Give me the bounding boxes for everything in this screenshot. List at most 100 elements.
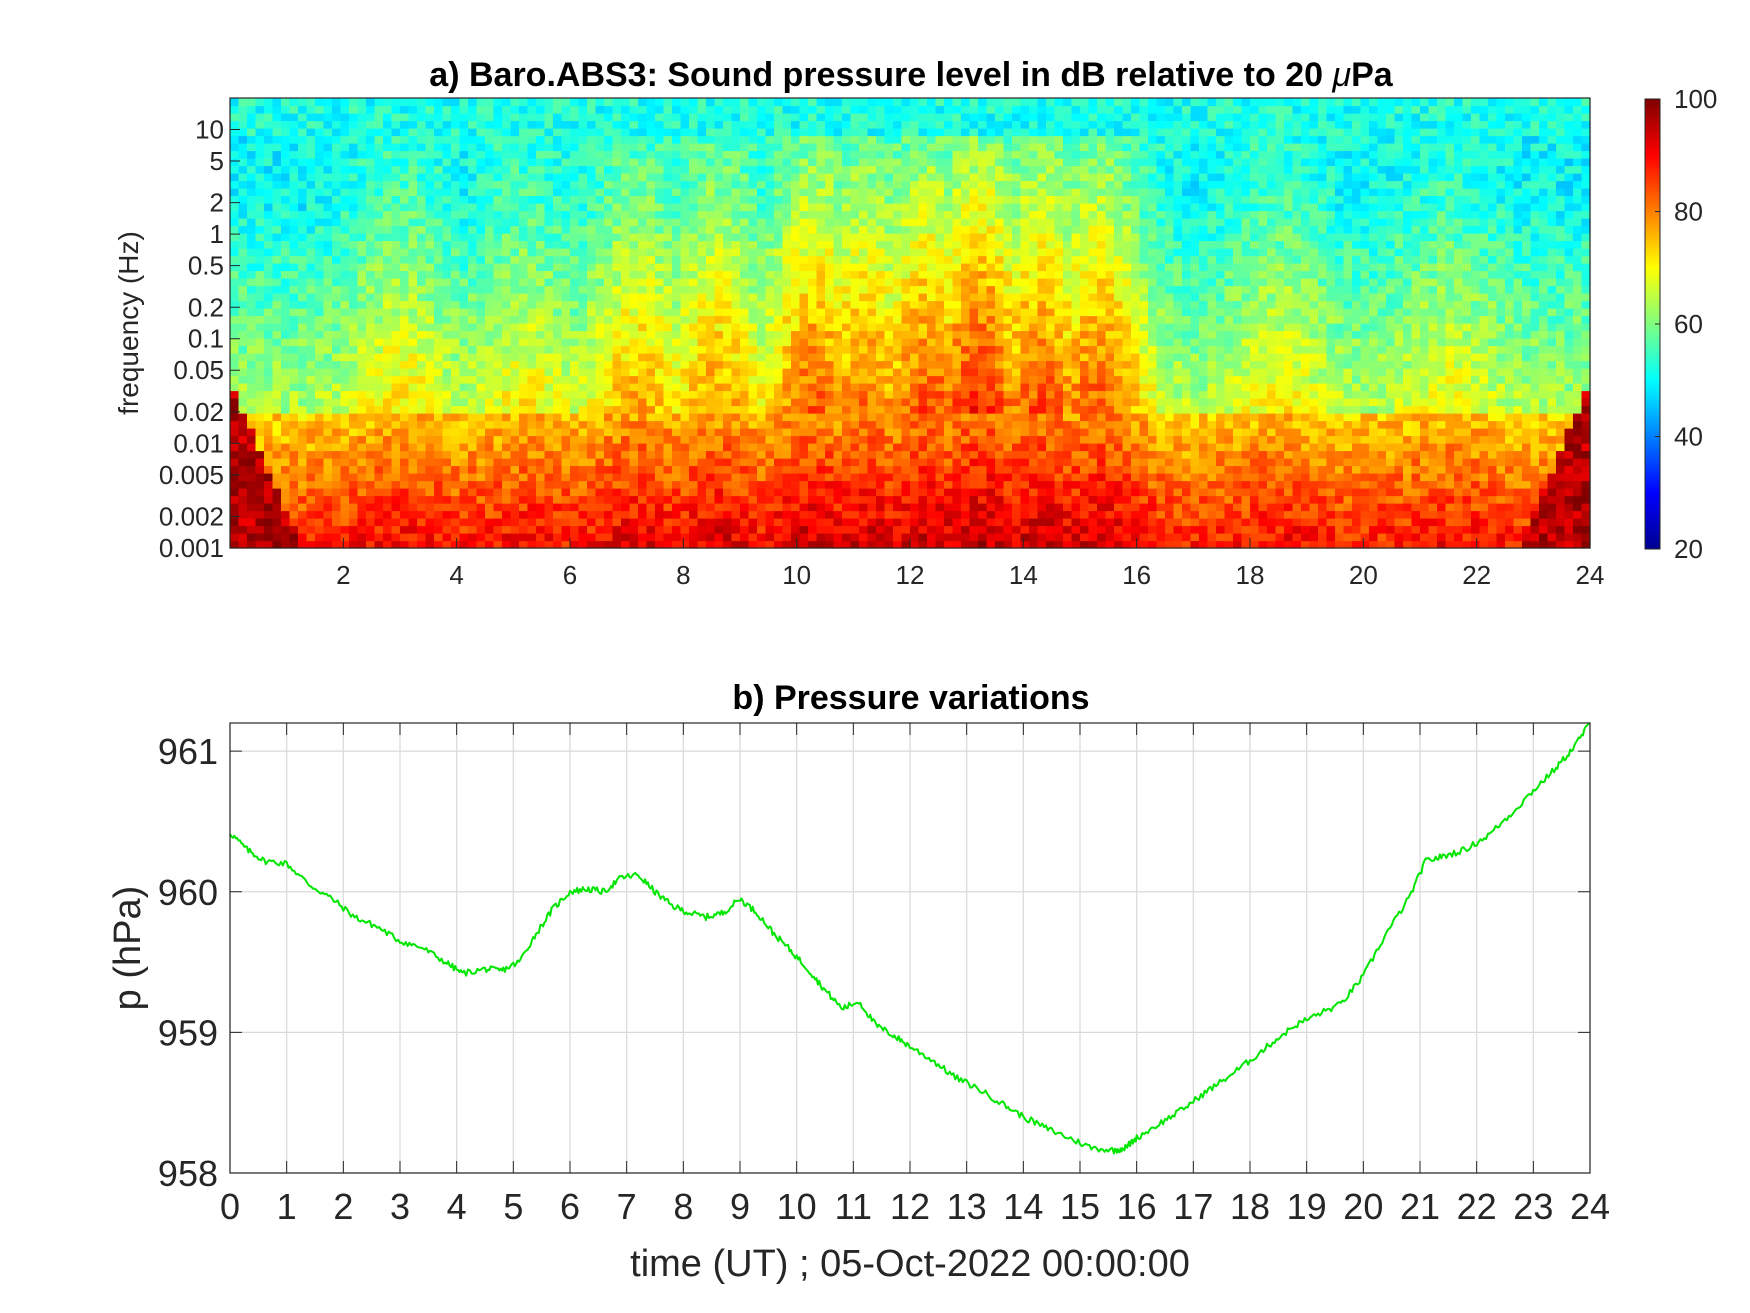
- heatmap-cell: [680, 435, 690, 444]
- heatmap-cell: [587, 353, 597, 362]
- heatmap-cell: [366, 173, 376, 182]
- heatmap-cell: [604, 293, 614, 302]
- heatmap-cell: [748, 473, 758, 482]
- heatmap-cell: [315, 105, 325, 114]
- heatmap-cell: [621, 323, 631, 332]
- heatmap-cell: [833, 360, 843, 369]
- heatmap-cell: [374, 263, 384, 272]
- heatmap-cell: [578, 383, 588, 392]
- heatmap-cell: [544, 338, 554, 347]
- heatmap-cell: [808, 248, 818, 257]
- heatmap-cell: [247, 420, 257, 429]
- heatmap-cell: [901, 398, 911, 407]
- heatmap-cell: [927, 495, 937, 504]
- heatmap-cell: [247, 293, 257, 302]
- heatmap-cell: [867, 383, 877, 392]
- heatmap-cell: [629, 435, 639, 444]
- heatmap-cell: [408, 278, 418, 287]
- heatmap-cell: [706, 300, 716, 309]
- heatmap-cell: [884, 503, 894, 512]
- heatmap-cell: [442, 405, 452, 414]
- heatmap-cell: [578, 435, 588, 444]
- heatmap-cell: [391, 240, 401, 249]
- heatmap-cell: [536, 420, 546, 429]
- heatmap-cell: [536, 270, 546, 279]
- heatmap-cell: [340, 293, 350, 302]
- heatmap-cell: [578, 458, 588, 467]
- heatmap-cell: [910, 105, 920, 114]
- heatmap-cell: [298, 368, 308, 377]
- heatmap-cell: [255, 315, 265, 324]
- heatmap-cell: [332, 503, 342, 512]
- heatmap-cell: [901, 128, 911, 137]
- heatmap-cell: [544, 308, 554, 317]
- heatmap-cell: [680, 210, 690, 219]
- heatmap-cell: [281, 420, 291, 429]
- heatmap-cell: [629, 270, 639, 279]
- heatmap-cell: [757, 540, 767, 549]
- heatmap-cell: [451, 345, 461, 354]
- heatmap-cell: [306, 218, 316, 227]
- heatmap-cell: [918, 323, 928, 332]
- heatmap-cell: [740, 285, 750, 294]
- heatmap-cell: [425, 443, 435, 452]
- heatmap-cell: [238, 308, 248, 317]
- heatmap-cell: [349, 495, 359, 504]
- heatmap-cell: [638, 233, 648, 242]
- heatmap-cell: [867, 473, 877, 482]
- heatmap-cell: [485, 495, 495, 504]
- heatmap-cell: [425, 518, 435, 527]
- heatmap-cell: [493, 533, 503, 542]
- heatmap-cell: [332, 458, 342, 467]
- heatmap-cell: [612, 113, 622, 122]
- heatmap-cell: [357, 113, 367, 122]
- heatmap-cell: [578, 488, 588, 497]
- heatmap-cell: [544, 443, 554, 452]
- heatmap-cell: [383, 420, 393, 429]
- heatmap-cell: [417, 98, 427, 107]
- heatmap-cell: [247, 503, 257, 512]
- heatmap-cell: [867, 98, 877, 107]
- heatmap-cell: [425, 300, 435, 309]
- heatmap-cell: [519, 120, 529, 129]
- heatmap-cell: [740, 413, 750, 422]
- heatmap-cell: [289, 158, 299, 167]
- heatmap-cell: [264, 158, 274, 167]
- heatmap-cell: [833, 165, 843, 174]
- heatmap-cell: [485, 533, 495, 542]
- heatmap-cell: [332, 323, 342, 332]
- heatmap-cell: [833, 300, 843, 309]
- heatmap-cell: [527, 233, 537, 242]
- heatmap-cell: [578, 188, 588, 197]
- heatmap-cell: [638, 420, 648, 429]
- heatmap-cell: [323, 405, 333, 414]
- heatmap-cell: [272, 390, 282, 399]
- heatmap-cell: [570, 165, 580, 174]
- heatmap-cell: [357, 368, 367, 377]
- heatmap-cell: [323, 233, 333, 242]
- heatmap-cell: [604, 383, 614, 392]
- heatmap-cell: [434, 158, 444, 167]
- heatmap-cell: [791, 383, 801, 392]
- heatmap-cell: [799, 150, 809, 159]
- heatmap-cell: [442, 315, 452, 324]
- heatmap-cell: [893, 435, 903, 444]
- heatmap-cell: [612, 495, 622, 504]
- heatmap-cell: [782, 360, 792, 369]
- heatmap-cell: [697, 405, 707, 414]
- heatmap-cell: [655, 488, 665, 497]
- heatmap-cell: [264, 255, 274, 264]
- heatmap-cell: [519, 413, 529, 422]
- heatmap-cell: [476, 458, 486, 467]
- heatmap-cell: [876, 203, 886, 212]
- heatmap-cell: [689, 413, 699, 422]
- heatmap-cell: [859, 113, 869, 122]
- heatmap-cell: [425, 450, 435, 459]
- heatmap-cell: [468, 360, 478, 369]
- heatmap-cell: [238, 473, 248, 482]
- heatmap-cell: [383, 533, 393, 542]
- heatmap-cell: [366, 533, 376, 542]
- heatmap-cell: [417, 135, 427, 144]
- heatmap-cell: [289, 150, 299, 159]
- heatmap-cell: [357, 188, 367, 197]
